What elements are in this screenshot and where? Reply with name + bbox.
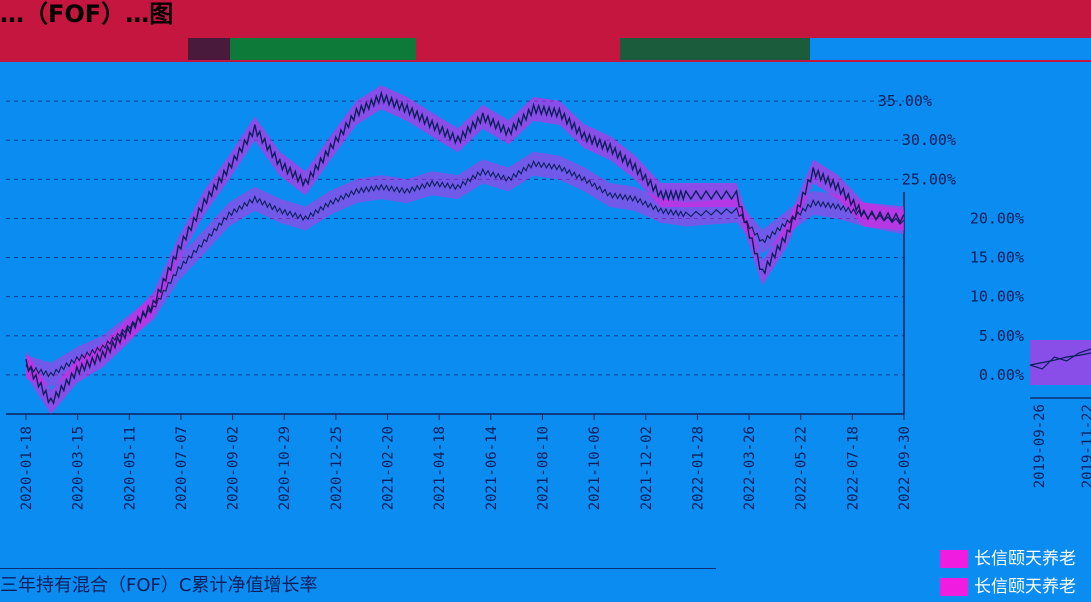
x-tick-label: 2020-12-25 [329,426,345,510]
secondary-legend-label: 长信颐天养老 [974,549,1076,569]
y-axis-labels: 35.00% 30.00% 25.00% 20.00% 15.00% 10.00% 5.00… [878,92,1024,384]
header-band [620,38,810,60]
x-tick-label: 2022-09-30 [897,426,913,510]
series-lines [25,90,905,406]
secondary-band [1030,340,1091,385]
legend-fund-c: 三年持有混合（FOF）C累计净值增长率 [0,575,318,596]
x-tick-label: 2020-01-18 [19,426,35,510]
series-line [25,159,905,378]
y-tick-label: 30.00% [902,131,956,149]
chart-header: …（FOF）…图 [0,0,1091,62]
x-tick-label: 2022-07-18 [845,426,861,510]
header-band [0,38,188,60]
x-tick-label: 2021-04-18 [432,426,448,510]
x-tick-label: 2020-05-11 [122,426,138,510]
legend-box [0,568,716,602]
secondary-x-tick-label: 2019-11-22 [1080,404,1091,488]
x-tick-label: 2021-12-02 [639,426,655,510]
y-tick-label: 10.00% [970,288,1024,306]
x-tick-label: 2020-09-02 [226,426,242,510]
secondary-legend-label: 长信颐天养老 [974,577,1076,597]
header-band [188,38,230,60]
y-tick-label: 35.00% [878,92,932,110]
x-tick-label: 2021-02-20 [381,426,397,510]
secondary-legend-item: 长信颐天养老 [940,573,1091,601]
header-band [230,38,416,60]
series-line [25,90,905,406]
series-bands [26,85,904,415]
x-tick-label: 2022-03-26 [742,426,758,510]
x-axis-labels: 2020-01-18 2020-03-15 2020-05-11 2020-07-07… [19,426,913,510]
x-tick-label: 2021-06-14 [484,426,500,510]
secondary-chart: 2019-09-26 2019-11-22 [1029,340,1091,488]
x-tick-label: 2020-03-15 [71,426,87,510]
header-band [416,38,620,60]
x-tick-label: 2022-05-22 [794,426,810,510]
legend-swatch [940,578,968,596]
x-tick-label: 2022-01-28 [690,426,706,510]
x-tick-label: 2021-08-10 [535,426,551,510]
chart-title: …（FOF）…图 [0,0,174,28]
x-tick-label: 2020-07-07 [174,426,190,510]
x-tick-label: 2020-10-29 [277,426,293,510]
secondary-legend: 长信颐天养老 长信颐天养老 [940,545,1091,601]
legend-swatch [940,550,968,568]
y-tick-label: 20.00% [970,209,1024,227]
secondary-series-line [1029,352,1091,366]
y-tick-label: 0.00% [979,366,1024,384]
header-band [810,38,1091,60]
y-tick-label: 5.00% [979,327,1024,345]
secondary-x-tick-label: 2019-09-26 [1032,404,1048,488]
series-band [26,151,904,387]
y-tick-label: 15.00% [970,249,1024,267]
y-tick-label: 25.00% [902,170,956,188]
secondary-legend-item: 长信颐天养老 [940,545,1091,573]
x-tick-label: 2021-10-06 [587,426,603,510]
